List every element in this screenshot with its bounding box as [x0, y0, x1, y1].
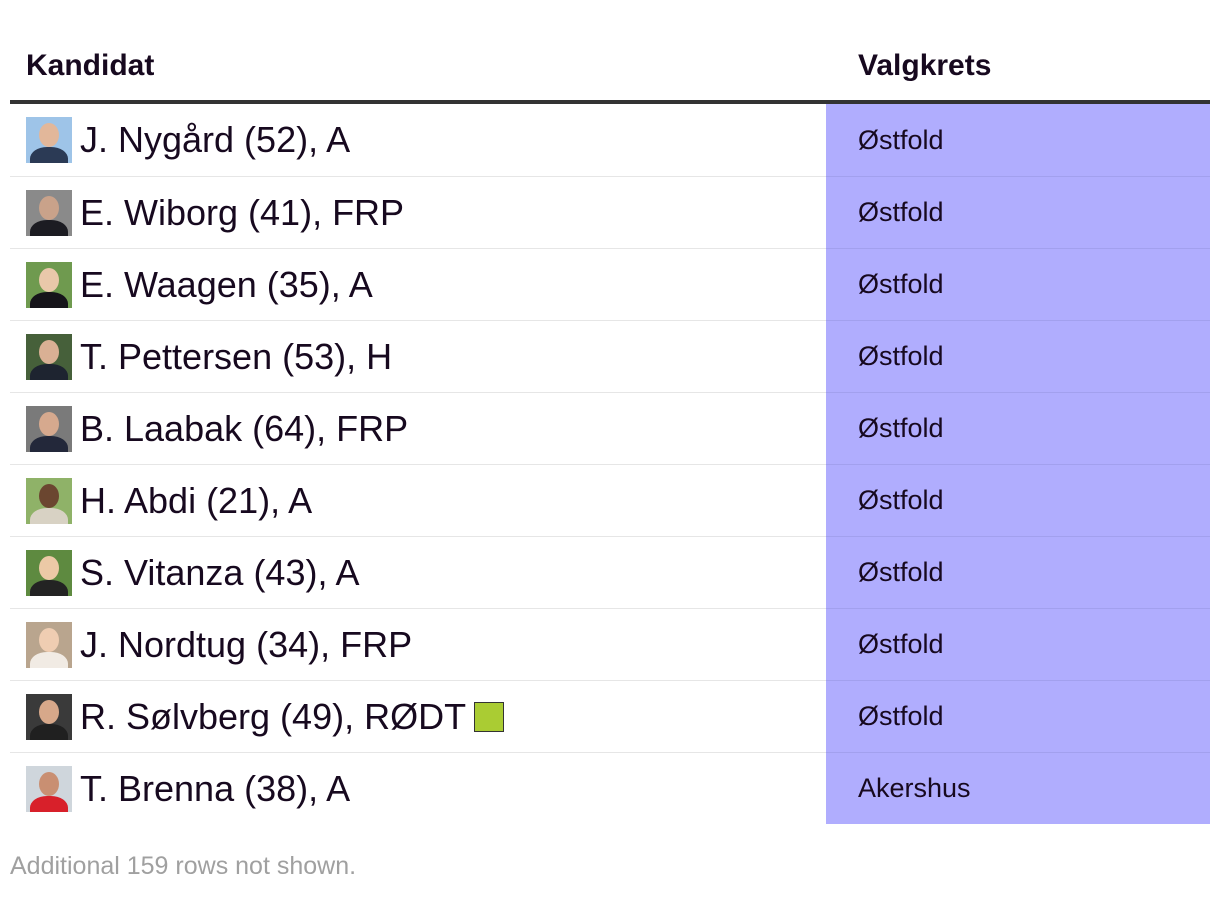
valgkrets-label: Akershus — [858, 773, 971, 803]
candidate-photo — [26, 549, 72, 596]
table-row: T. Pettersen (53), H Østfold — [10, 320, 1210, 392]
candidate-name: T. Pettersen (53), H — [80, 335, 393, 377]
candidate-photo — [26, 765, 72, 812]
candidate-name: B. Laabak (64), FRP — [80, 407, 409, 449]
party-color-swatch — [474, 701, 505, 732]
cell-kandidat: T. Brenna (38), A — [10, 752, 826, 824]
table-row: J. Nygård (52), A Østfold — [10, 104, 1210, 176]
cell-valgkrets: Østfold — [826, 680, 1210, 752]
cell-kandidat: S. Vitanza (43), A — [10, 536, 826, 608]
valgkrets-label: Østfold — [858, 341, 944, 371]
valgkrets-label: Østfold — [858, 413, 944, 443]
cell-kandidat: J. Nordtug (34), FRP — [10, 608, 826, 680]
cell-valgkrets: Østfold — [826, 608, 1210, 680]
candidate-photo — [26, 405, 72, 452]
candidate-name: T. Brenna (38), A — [80, 767, 351, 809]
candidate-photo — [26, 261, 72, 308]
table-row: E. Wiborg (41), FRP Østfold — [10, 176, 1210, 248]
candidate-name: H. Abdi (21), A — [80, 479, 313, 521]
table-row: B. Laabak (64), FRP Østfold — [10, 392, 1210, 464]
candidate-name: E. Waagen (35), A — [80, 263, 373, 305]
valgkrets-label: Østfold — [858, 701, 944, 731]
table-row: T. Brenna (38), A Akershus — [10, 752, 1210, 824]
candidate-name: E. Wiborg (41), FRP — [80, 191, 405, 233]
cell-valgkrets: Østfold — [826, 104, 1210, 176]
table-body: J. Nygård (52), A Østfold E. Wiborg (41), … — [10, 104, 1210, 824]
candidate-photo — [26, 693, 72, 740]
cell-kandidat: H. Abdi (21), A — [10, 464, 826, 536]
valgkrets-label: Østfold — [858, 557, 944, 587]
cell-valgkrets: Østfold — [826, 248, 1210, 320]
candidate-name: R. Sølvberg (49), RØDT — [80, 695, 467, 737]
candidate-name: J. Nordtug (34), FRP — [80, 623, 413, 665]
candidate-photo — [26, 117, 72, 163]
cell-kandidat: B. Laabak (64), FRP — [10, 392, 826, 464]
cell-valgkrets: Østfold — [826, 176, 1210, 248]
cell-valgkrets: Østfold — [826, 392, 1210, 464]
candidate-table: Kandidat Valgkrets J. Nygård (52), A Østf… — [10, 28, 1210, 824]
valgkrets-label: Østfold — [858, 629, 944, 659]
table-row: J. Nordtug (34), FRP Østfold — [10, 608, 1210, 680]
candidate-name: S. Vitanza (43), A — [80, 551, 360, 593]
candidate-photo — [26, 189, 72, 236]
rows-not-shown-note: Additional 159 rows not shown. — [10, 852, 357, 880]
cell-valgkrets: Østfold — [826, 320, 1210, 392]
valgkrets-label: Østfold — [858, 124, 944, 155]
candidate-name: J. Nygård (52), A — [80, 119, 351, 160]
table-row: S. Vitanza (43), A Østfold — [10, 536, 1210, 608]
candidate-photo — [26, 621, 72, 668]
cell-valgkrets: Østfold — [826, 464, 1210, 536]
valgkrets-label: Østfold — [858, 485, 944, 515]
candidate-photo — [26, 333, 72, 380]
table-row: H. Abdi (21), A Østfold — [10, 464, 1210, 536]
valgkrets-label: Østfold — [858, 269, 944, 299]
cell-kandidat: T. Pettersen (53), H — [10, 320, 826, 392]
candidate-photo — [26, 477, 72, 524]
cell-valgkrets: Østfold — [826, 536, 1210, 608]
cell-kandidat: J. Nygård (52), A — [10, 104, 826, 176]
table-row: R. Sølvberg (49), RØDT Østfold — [10, 680, 1210, 752]
valgkrets-label: Østfold — [858, 197, 944, 227]
table-header: Kandidat Valgkrets — [10, 28, 1210, 104]
cell-kandidat: R. Sølvberg (49), RØDT — [10, 680, 826, 752]
table-row: E. Waagen (35), A Østfold — [10, 248, 1210, 320]
cell-kandidat: E. Waagen (35), A — [10, 248, 826, 320]
cell-kandidat: E. Wiborg (41), FRP — [10, 176, 826, 248]
column-header-valgkrets[interactable]: Valgkrets — [858, 49, 992, 82]
column-header-kandidat[interactable]: Kandidat — [26, 49, 155, 82]
cell-valgkrets: Akershus — [826, 752, 1210, 824]
